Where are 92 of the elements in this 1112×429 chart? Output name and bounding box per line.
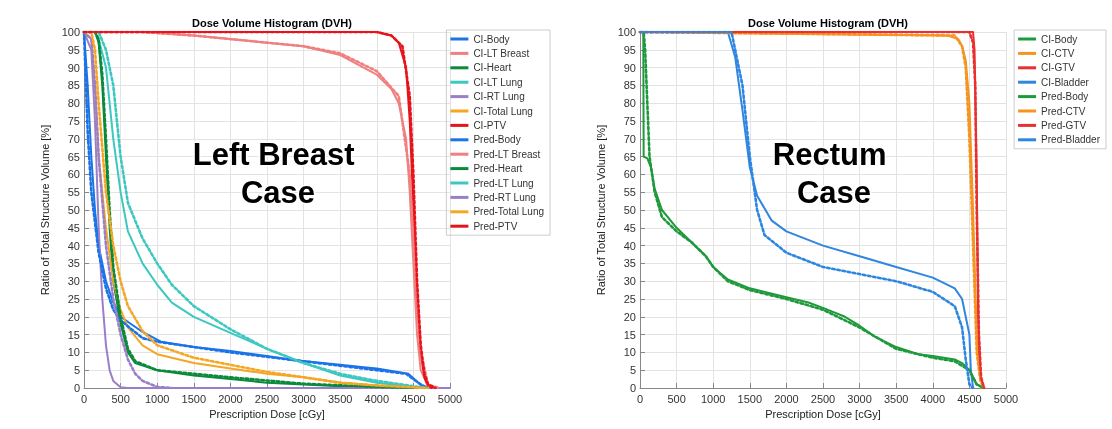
y-tick-label: 100 — [617, 26, 636, 38]
x-tick-label: 500 — [111, 392, 130, 405]
chart-title: Dose Volume Histogram (DVH) — [748, 16, 909, 29]
x-tick-label: 3000 — [291, 392, 316, 405]
x-tick-label: 4000 — [920, 392, 946, 405]
x-tick-label: 500 — [667, 392, 686, 405]
x-axis-title: Prescription Dose [cGy] — [765, 408, 881, 421]
x-tick-label: 1500 — [181, 392, 207, 405]
annotation: Rectum Case — [772, 136, 896, 210]
y-tick-label: 15 — [67, 328, 80, 341]
y-tick-label: 80 — [67, 97, 80, 110]
y-tick-label: 45 — [623, 221, 636, 234]
legend-label: Pred-Body — [1041, 91, 1089, 103]
y-tick-label: 35 — [67, 257, 80, 270]
x-tick-label: 5000 — [993, 392, 1019, 405]
legend-label: CI-CTV — [1041, 47, 1075, 59]
y-tick-label: 90 — [623, 61, 636, 74]
y-tick-label: 5 — [73, 364, 80, 377]
legend-label: Pred-LT Breast — [473, 148, 541, 160]
legend-label: Pred-RT Lung — [473, 191, 536, 203]
x-tick-label: 2500 — [254, 392, 280, 405]
x-tick-label: 4000 — [364, 392, 390, 405]
x-tick-label: 2000 — [774, 392, 799, 405]
legend-label: CI-Heart — [473, 62, 512, 74]
legend-label: CI-LT Lung — [473, 76, 523, 88]
legend-label: Pred-Body — [473, 134, 521, 146]
y-tick-label: 100 — [61, 26, 80, 38]
y-tick-label: 20 — [623, 310, 636, 323]
y-tick-label: 60 — [67, 168, 80, 181]
y-tick-label: 70 — [67, 132, 80, 145]
legend-label: CI-Body — [1041, 33, 1078, 45]
x-tick-label: 3500 — [883, 392, 909, 405]
y-tick-label: 65 — [623, 150, 636, 163]
y-tick-label: 95 — [67, 43, 80, 56]
x-tick-label: 1500 — [737, 392, 763, 405]
y-tick-label: 75 — [67, 115, 80, 127]
y-tick-label: 30 — [623, 275, 636, 288]
y-tick-label: 85 — [67, 79, 80, 92]
y-tick-label: 45 — [67, 221, 80, 234]
y-tick-label: 10 — [623, 346, 636, 359]
y-tick-label: 25 — [67, 293, 80, 305]
y-axis-title: Ratio of Total Structure Volume [%] — [595, 124, 608, 296]
y-tick-label: 15 — [623, 328, 636, 341]
y-tick-label: 0 — [629, 382, 636, 394]
x-tick-label: 5000 — [437, 392, 463, 405]
y-tick-label: 55 — [67, 186, 80, 199]
y-tick-label: 40 — [623, 239, 636, 252]
y-tick-label: 95 — [623, 43, 636, 56]
y-tick-label: 0 — [73, 382, 80, 394]
x-tick-label: 1000 — [144, 392, 170, 405]
y-tick-label: 5 — [629, 364, 636, 377]
legend-label: CI-PTV — [473, 119, 507, 131]
y-tick-label: 90 — [67, 61, 80, 74]
legend-label: Pred-Heart — [473, 163, 523, 175]
legend-label: CI-RT Lung — [473, 91, 525, 103]
legend-label: CI-GTV — [1041, 62, 1076, 74]
y-tick-label: 50 — [67, 204, 80, 216]
legend-label: Pred-PTV — [473, 220, 518, 232]
x-tick-label: 2500 — [810, 392, 836, 405]
x-tick-label: 3500 — [327, 392, 353, 405]
y-tick-label: 70 — [623, 132, 636, 145]
x-axis-title: Prescription Dose [cGy] — [209, 408, 325, 421]
legend-label: CI-Bladder — [1041, 76, 1090, 88]
legend-label: Pred-LT Lung — [473, 177, 534, 189]
y-tick-label: 35 — [623, 257, 636, 270]
y-tick-label: 20 — [67, 310, 80, 323]
legend-label: CI-Total Lung — [473, 105, 533, 117]
y-tick-label: 65 — [67, 150, 80, 163]
y-tick-label: 55 — [623, 186, 636, 199]
legend-label: Pred-Total Lung — [473, 206, 545, 218]
x-tick-label: 2000 — [218, 392, 243, 405]
legend-label: Pred-Bladder — [1041, 134, 1101, 146]
y-tick-label: 40 — [67, 239, 80, 252]
y-tick-label: 25 — [623, 293, 636, 305]
legend-label: Pred-GTV — [1041, 119, 1087, 131]
y-tick-label: 50 — [623, 204, 636, 216]
x-tick-label: 3000 — [847, 392, 872, 405]
y-axis-title: Ratio of Total Structure Volume [%] — [39, 124, 52, 296]
legend-label: CI-Body — [473, 33, 510, 45]
annotation: Left Breast Case — [192, 136, 364, 210]
x-tick-label: 1000 — [700, 392, 726, 405]
chart-title: Dose Volume Histogram (DVH) — [192, 16, 353, 29]
y-tick-label: 80 — [623, 97, 636, 110]
y-tick-label: 85 — [623, 79, 636, 92]
x-tick-label: 4500 — [401, 392, 426, 405]
y-tick-label: 10 — [67, 346, 80, 359]
y-tick-label: 75 — [623, 115, 636, 127]
y-tick-label: 60 — [623, 168, 636, 181]
x-tick-label: 4500 — [957, 392, 982, 405]
legend-label: Pred-CTV — [1041, 105, 1086, 117]
legend-label: CI-LT Breast — [473, 47, 530, 59]
y-tick-label: 30 — [67, 275, 80, 288]
